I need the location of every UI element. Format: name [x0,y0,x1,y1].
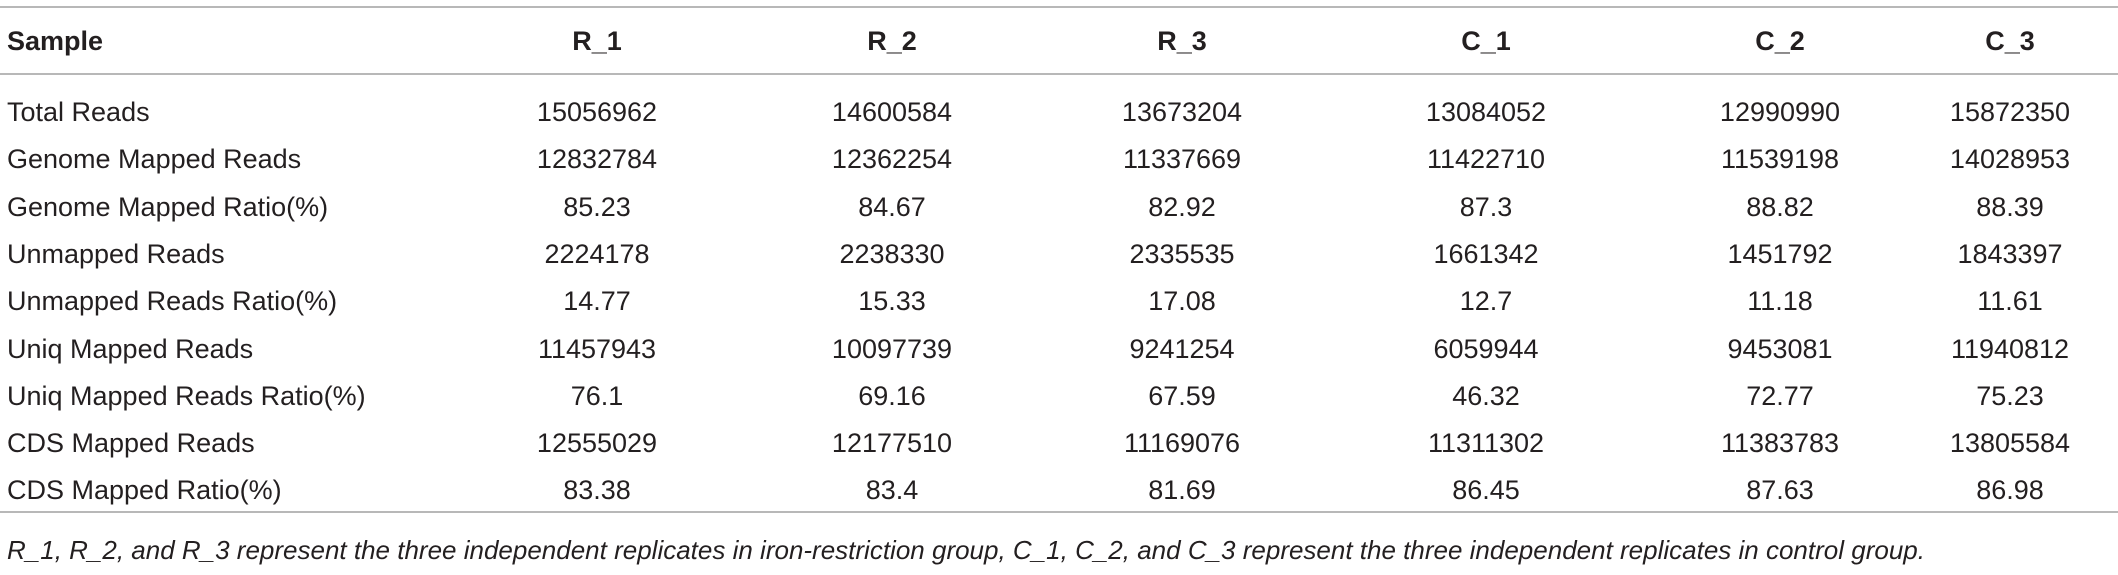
footnote: R_1, R_2, and R_3 represent the three in… [7,535,1925,565]
value-cell: 81.69 [1148,475,1216,506]
row-label: CDS Mapped Ratio(%) [7,475,282,506]
value-cell: 72.77 [1746,380,1814,411]
row-label: Uniq Mapped Reads Ratio(%) [7,380,366,411]
row-label: Unmapped Reads [7,238,225,269]
value-cell: 84.67 [858,191,926,222]
value-cell: 69.16 [858,380,926,411]
header-rule [0,73,2118,75]
value-cell: 11422710 [1426,144,1546,175]
value-cell: 11.61 [1977,286,2043,317]
value-cell: 11311302 [1427,428,1545,459]
value-cell: 67.59 [1148,380,1216,411]
row-label: Uniq Mapped Reads [7,333,254,364]
value-cell: 17.08 [1148,286,1216,317]
value-cell: 2335535 [1129,238,1235,269]
value-cell: 13084052 [1425,97,1547,127]
header-cell: R_1 [572,26,622,56]
value-cell: 76.1 [570,380,624,411]
row-label: Genome Mapped Ratio(%) [7,191,329,222]
value-cell: 12832784 [536,144,658,175]
value-cell: 85.23 [563,191,631,222]
value-cell: 87.3 [1459,191,1513,222]
value-cell: 6059944 [1433,333,1539,364]
value-cell: 75.23 [1976,380,2044,411]
value-cell: 12.7 [1459,286,1513,317]
value-cell: 10097739 [831,333,953,364]
header-cell: R_3 [1157,26,1207,56]
value-cell: 9241254 [1129,333,1235,364]
value-cell: 88.82 [1746,191,1814,222]
value-cell: 87.63 [1746,475,1814,506]
value-cell: 11337669 [1122,144,1242,175]
value-cell: 86.45 [1452,475,1520,506]
value-cell: 14.77 [563,286,631,317]
value-cell: 11457943 [537,333,657,364]
header-cell: C_3 [1985,26,2035,56]
top-rule [0,6,2118,8]
value-cell: 1661342 [1433,238,1539,269]
value-cell: 2238330 [839,238,945,269]
value-cell: 12990990 [1719,97,1841,127]
value-cell: 46.32 [1452,380,1520,411]
value-cell: 88.39 [1976,191,2044,222]
header-cell: Sample [7,26,104,56]
value-cell: 14028953 [1949,144,2071,175]
value-cell: 83.38 [563,475,631,506]
value-cell: 12362254 [831,144,953,175]
value-cell: 83.4 [865,475,919,506]
row-label: Unmapped Reads Ratio(%) [7,286,338,317]
header-cell: C_1 [1461,26,1511,56]
header-cell: R_2 [867,26,917,56]
value-cell: 12555029 [536,428,658,459]
value-cell: 12177510 [831,428,953,459]
bottom-rule [0,511,2118,513]
value-cell: 1843397 [1957,238,2063,269]
value-cell: 82.92 [1148,191,1216,222]
value-cell: 11539198 [1720,144,1840,175]
value-cell: 86.98 [1976,475,2044,506]
value-cell: 15056962 [536,97,658,127]
row-label: Total Reads [7,97,150,127]
value-cell: 9453081 [1727,333,1833,364]
value-cell: 13805584 [1949,428,2071,459]
row-label: Genome Mapped Reads [7,144,302,175]
value-cell: 14600584 [831,97,953,127]
value-cell: 2224178 [544,238,650,269]
value-cell: 11383783 [1720,428,1840,459]
value-cell: 11940812 [1950,333,2070,364]
value-cell: 13673204 [1121,97,1243,127]
row-label: CDS Mapped Reads [7,428,255,459]
value-cell: 1451792 [1727,238,1833,269]
value-cell: 11.18 [1747,286,1813,317]
value-cell: 11169076 [1123,428,1241,459]
header-cell: C_2 [1755,26,1805,56]
value-cell: 15872350 [1949,97,2071,127]
value-cell: 15.33 [858,286,926,317]
